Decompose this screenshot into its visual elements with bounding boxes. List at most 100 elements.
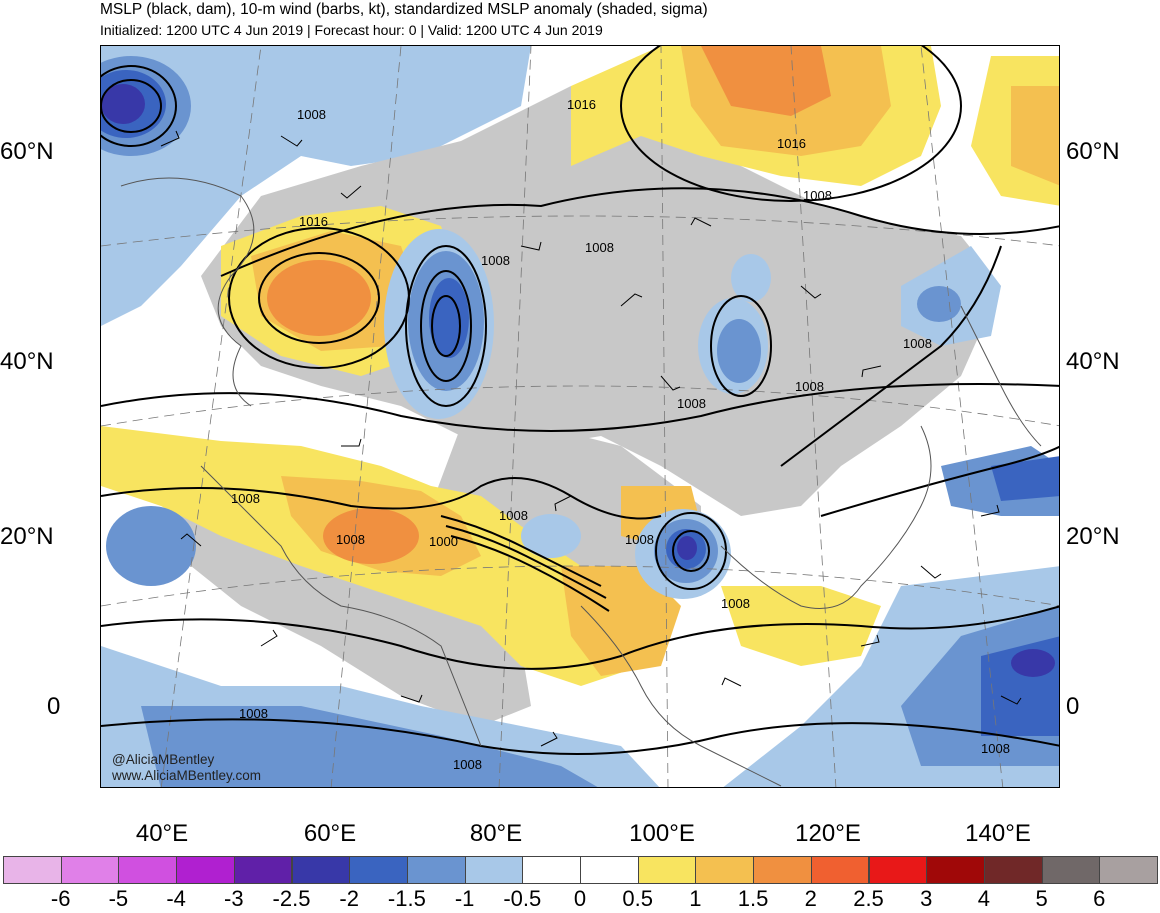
contour-label: 1016 [299,214,328,229]
contour-label: 1008 [795,379,824,394]
colorbar-cell [349,856,408,884]
contour-label: 1008 [239,706,268,721]
shade-negative-japan-2 [991,456,1059,501]
lon-label: 100°E [629,820,695,847]
lat-label-right: 60°N [1066,138,1120,165]
colorbar-cell [926,856,985,884]
lat-label-right: 20°N [1066,523,1120,550]
contour-label: 1008 [981,741,1010,756]
colorbar-label: 1.5 [737,886,769,911]
lon-label: 120°E [795,820,861,847]
colorbar-cell [3,856,62,884]
contour-label: 1008 [677,396,706,411]
colorbar-cell [695,856,755,884]
contour-label: 1008 [481,253,510,268]
colorbar-label: 3 [920,886,933,911]
colorbar-cell [753,856,812,884]
wind-barbs [160,130,1022,747]
lat-label-left: 60°N [0,138,54,165]
lon-label: 80°E [469,820,523,847]
colorbar-label: 2.5 [853,886,884,911]
colorbar-cell [522,856,581,884]
colorbar-cell [810,856,870,884]
contour-label: 1016 [777,136,806,151]
shade-negative-tibet [521,514,581,558]
shade-negative-mongolia-2 [717,319,761,383]
colorbar-label: -3 [224,886,244,911]
map-subtitle: Initialized: 1200 UTC 4 Jun 2019 | Forec… [100,22,603,38]
lat-label-left: 20°N [0,523,54,550]
map-svg: 1008 1016 1016 1016 1008 1008 1008 1008 … [101,46,1059,787]
colorbar-label: -0.5 [503,886,542,911]
shade-negative-natl-core [101,84,145,124]
coastlines [120,177,1042,787]
contour-label: 1008 [585,240,614,255]
contour-label: 1016 [567,97,596,112]
contour-label: 1008 [336,532,365,547]
map-panel: 1008 1016 1016 1016 1008 1008 1008 1008 … [100,45,1060,788]
shade-negative-pacific-core [1011,649,1055,677]
contour-label: 1000 [429,534,458,549]
graticule [101,46,1059,787]
lat-label-right: 40°N [1066,348,1120,375]
lon-label: 60°E [303,820,357,847]
colorbar-label: 0 [573,886,587,911]
contour-label: 1008 [453,757,482,772]
contour-label: 1008 [231,491,260,506]
colorbar-cell [118,856,178,884]
credit-handle: @AliciaMBentley [112,752,215,767]
colorbar-label: -5 [108,886,129,911]
contour-label: 1008 [297,107,326,122]
shade-negative-scn-core [677,536,697,560]
colorbar-cell [1099,856,1158,884]
lat-label-left: 0 [47,693,61,720]
colorbar-label: 2 [804,886,817,911]
shade-positive-ne-2 [1011,86,1059,186]
colorbar-label: 1 [689,886,702,911]
contour-label-group: 1008 1016 1016 1016 1008 1008 1008 1008 … [231,97,1010,772]
shade-positive-europe-core [267,260,371,336]
shade-negative-south-deep [141,706,598,787]
colorbar-label: -1 [454,886,475,911]
mslp-contours [101,46,1059,755]
contour-label: 1008 [803,188,832,203]
colorbar-label: 6 [1093,886,1106,911]
colorbar-cell [233,856,293,884]
colorbar-label: 4 [977,886,991,911]
colorbar [3,856,1158,884]
shade-positive-southasia-core [323,508,419,564]
colorbar-label: -4 [166,886,186,911]
shade-positive-arctic-3 [701,46,831,116]
colorbar-cell [1041,856,1101,884]
shade-negative-west [101,46,531,326]
colorbar-cell [291,856,351,884]
lon-label: 40°E [135,820,189,847]
shade-positive-indochina [561,566,681,676]
shade-positive-scs [721,586,881,666]
colorbar-label: -6 [50,886,71,911]
shade-negative-mongolia-3 [731,254,771,302]
colorbar-cell [464,856,524,884]
contour-label: 1008 [721,596,750,611]
contour-label: 1008 [903,336,932,351]
colorbar-label: -1.5 [387,886,426,911]
lat-label-left: 40°N [0,348,54,375]
anomaly-shading [101,46,1059,787]
colorbar-cell [176,856,235,884]
colorbar-cell [60,856,120,884]
contour-label: 1008 [625,532,654,547]
colorbar-label: 0.5 [622,886,653,911]
shade-negative-arabia [106,506,196,586]
lat-label-right: 0 [1066,693,1080,720]
colorbar-cell [868,856,928,884]
colorbar-cell [983,856,1043,884]
colorbar-cell [406,856,466,884]
colorbar-label: -2.5 [272,886,311,911]
shade-gray-eurasia [201,86,1001,516]
colorbar-cell [580,856,639,884]
lon-label: 140°E [965,820,1031,847]
colorbar-label: -2 [339,886,359,911]
shade-negative-korea-core [917,286,961,322]
colorbar-label: 5 [1035,886,1048,911]
colorbar-cell [637,856,697,884]
